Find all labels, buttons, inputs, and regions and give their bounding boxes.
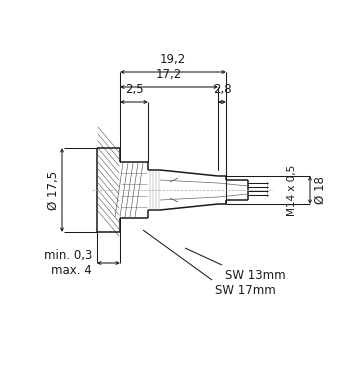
Text: SW 13mm: SW 13mm: [225, 269, 286, 282]
Text: 19,2: 19,2: [160, 53, 186, 66]
Text: max. 4: max. 4: [51, 264, 92, 276]
Text: M14 x 0,5: M14 x 0,5: [287, 164, 297, 216]
Text: SW 17mm: SW 17mm: [215, 284, 276, 297]
Text: 2,8: 2,8: [213, 83, 231, 96]
Text: Ø 18: Ø 18: [314, 176, 326, 204]
Text: min. 0,3: min. 0,3: [44, 249, 92, 262]
Text: 2,5: 2,5: [125, 83, 143, 96]
Text: Ø 17,5: Ø 17,5: [48, 170, 61, 210]
Text: 17,2: 17,2: [156, 68, 182, 81]
